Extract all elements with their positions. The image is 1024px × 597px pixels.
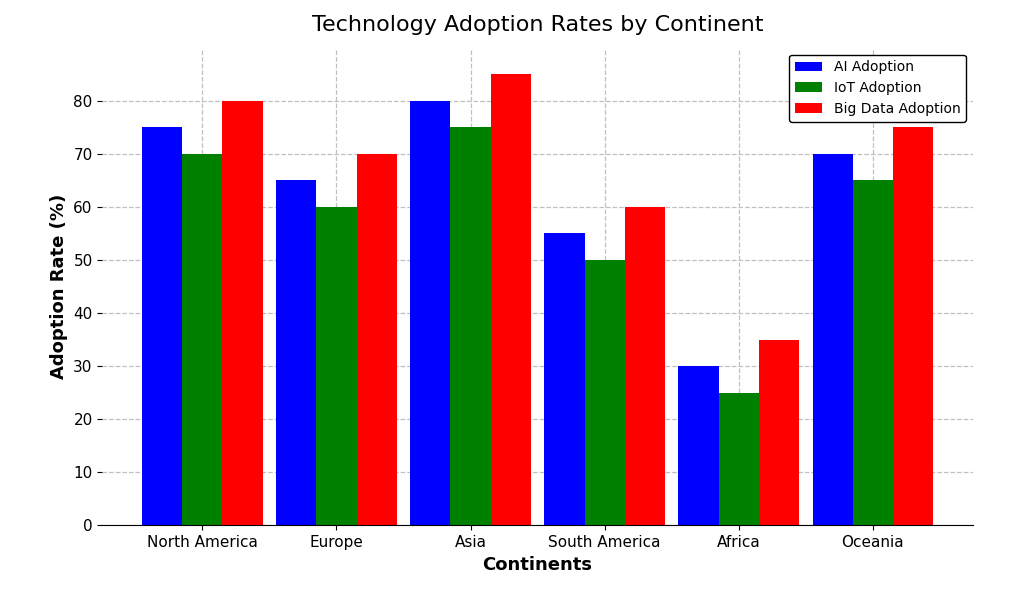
Legend: AI Adoption, IoT Adoption, Big Data Adoption: AI Adoption, IoT Adoption, Big Data Adop…	[790, 55, 966, 122]
Bar	[679, 366, 719, 525]
Bar	[812, 154, 853, 525]
X-axis label: Continents: Continents	[482, 556, 593, 574]
Bar	[142, 127, 182, 525]
Title: Technology Adoption Rates by Continent: Technology Adoption Rates by Continent	[312, 15, 763, 35]
Bar	[411, 101, 451, 525]
Bar	[759, 340, 799, 525]
Bar	[316, 207, 356, 525]
Bar	[893, 127, 933, 525]
Bar	[853, 180, 893, 525]
Bar	[545, 233, 585, 525]
Bar	[276, 180, 316, 525]
Bar	[451, 127, 490, 525]
Bar	[182, 154, 222, 525]
Bar	[585, 260, 625, 525]
Bar	[356, 154, 396, 525]
Bar	[222, 101, 263, 525]
Bar	[490, 74, 530, 525]
Bar	[625, 207, 665, 525]
Y-axis label: Adoption Rate (%): Adoption Rate (%)	[50, 194, 68, 379]
Bar	[719, 393, 759, 525]
